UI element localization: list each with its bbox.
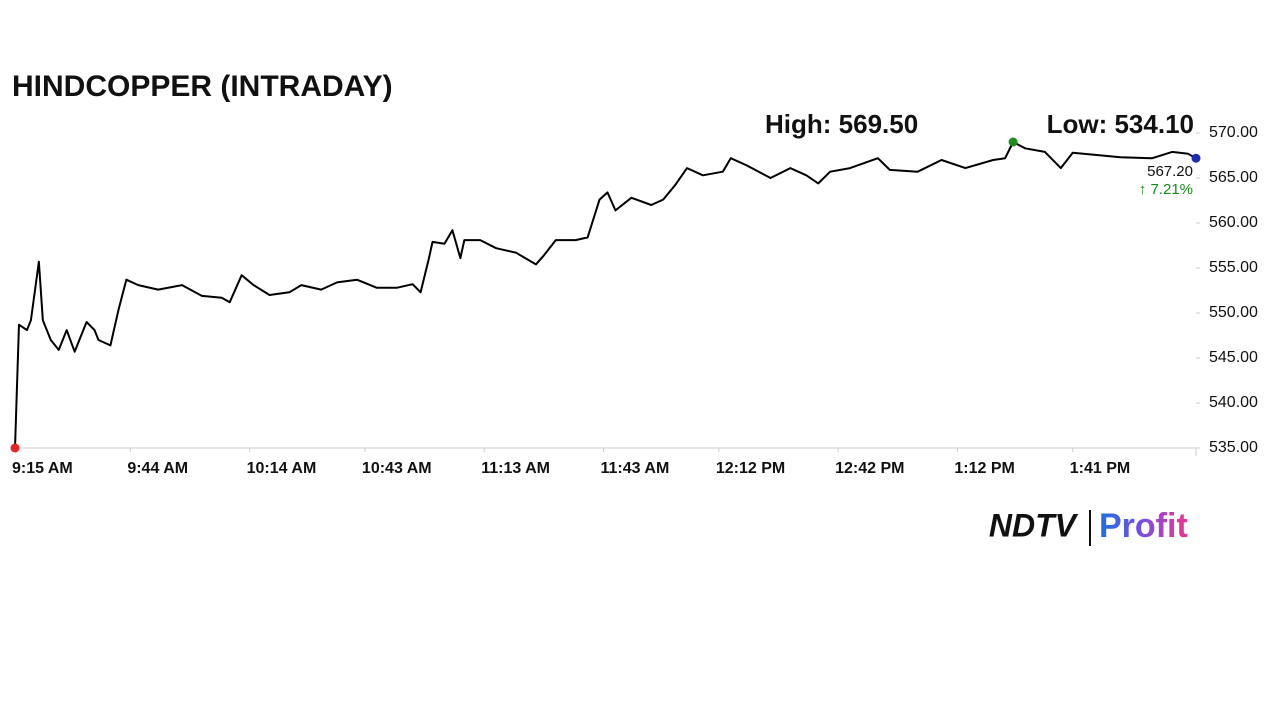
- y-tick-label: 550.00: [1209, 304, 1258, 321]
- logo-product: Profit: [1099, 507, 1188, 545]
- high-label: High: 569.50: [765, 109, 918, 139]
- last-marker: [1191, 153, 1201, 163]
- y-tick-label: 540.00: [1209, 394, 1258, 411]
- y-tick-label: 570.00: [1209, 124, 1258, 141]
- logo-brand: NDTV: [989, 507, 1079, 543]
- y-tick-label: 555.00: [1209, 259, 1258, 276]
- y-tick-label: 545.00: [1209, 349, 1258, 366]
- low-marker: [10, 443, 20, 453]
- change-label: ↑ 7.21%: [1139, 181, 1193, 198]
- x-tick-label: 11:43 AM: [601, 460, 670, 477]
- x-tick-label: 9:44 AM: [127, 460, 188, 477]
- x-tick-label: 12:12 PM: [716, 460, 785, 477]
- last-price: 567.20: [1147, 163, 1193, 180]
- x-tick-label: 1:12 PM: [954, 460, 1014, 477]
- y-tick-label: 560.00: [1209, 214, 1258, 231]
- chart-title: HINDCOPPER (INTRADAY): [12, 70, 393, 103]
- high-marker: [1008, 137, 1018, 147]
- low-label: Low: 534.10: [1047, 109, 1194, 139]
- x-tick-label: 12:42 PM: [835, 460, 904, 477]
- x-tick-label: 10:14 AM: [247, 460, 317, 477]
- y-tick-label: 535.00: [1209, 439, 1258, 456]
- x-tick-label: 11:13 AM: [481, 460, 550, 477]
- price-line: [14, 141, 1197, 449]
- x-tick-label: 9:15 AM: [12, 460, 73, 477]
- x-tick-label: 1:41 PM: [1070, 460, 1130, 477]
- y-tick-label: 565.00: [1209, 169, 1258, 186]
- x-tick-label: 10:43 AM: [362, 460, 432, 477]
